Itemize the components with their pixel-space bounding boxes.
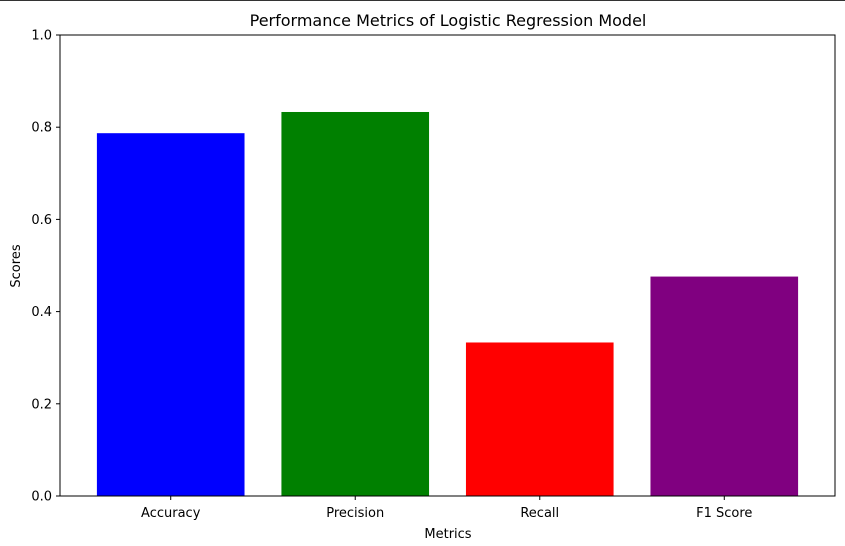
y-tick-label: 0.8 <box>31 121 52 136</box>
x-axis-label: Metrics <box>424 527 471 542</box>
bar-precision <box>281 111 430 496</box>
plot-frame <box>59 34 836 497</box>
bar-f1-score <box>650 276 799 496</box>
bar-recall <box>465 342 614 496</box>
x-tick-label: Precision <box>326 506 384 521</box>
y-tick-label: 0.2 <box>31 397 52 412</box>
chart-title: Performance Metrics of Logistic Regressi… <box>250 11 647 30</box>
bars-group <box>96 111 799 496</box>
x-tick-label: Accuracy <box>141 506 201 521</box>
y-axis: 0.0 0.2 0.4 0.6 0.8 1.0 <box>31 29 60 505</box>
x-tick-label: Recall <box>520 506 559 521</box>
y-tick-label: 0.4 <box>31 305 52 320</box>
bar-accuracy <box>96 133 245 496</box>
x-tick-label: F1 Score <box>696 506 752 521</box>
x-axis: Accuracy Precision Recall F1 Score <box>141 496 752 521</box>
y-tick-label: 0.6 <box>31 213 52 228</box>
y-axis-label: Scores <box>9 244 24 287</box>
y-tick-label: 0.0 <box>31 490 52 505</box>
y-tick-label: 1.0 <box>31 29 52 44</box>
